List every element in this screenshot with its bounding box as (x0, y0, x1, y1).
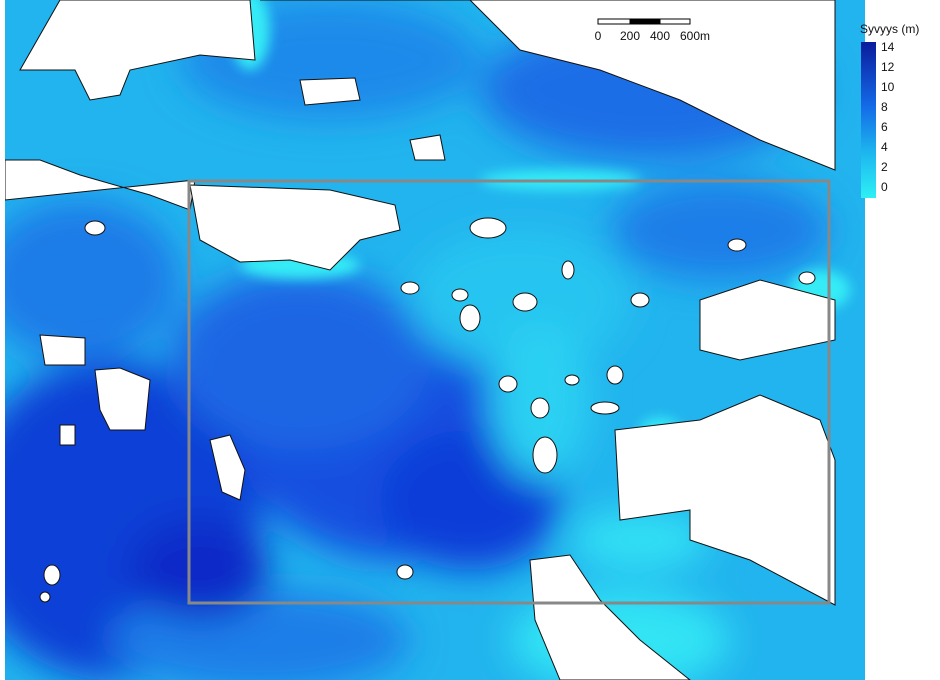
legend-tick-label: 4 (881, 140, 888, 154)
legend-tick-label: 10 (881, 80, 895, 94)
scale-label: 400 (650, 29, 670, 43)
scale-label: 200 (620, 29, 640, 43)
legend-tick-label: 8 (881, 100, 888, 114)
legend-title: Syvyys (m) (860, 22, 919, 36)
scale-bar: 0 200 400 600m (595, 18, 710, 43)
depth-raster (5, 0, 865, 680)
color-bar (861, 42, 876, 198)
legend: Syvyys (m) 14 12 10 8 6 4 2 0 (860, 22, 919, 198)
scale-label: 600m (680, 29, 710, 43)
legend-tick-label: 0 (881, 180, 888, 194)
scale-label: 0 (595, 29, 602, 43)
legend-tick-label: 6 (881, 120, 888, 134)
focus-area (187, 179, 831, 605)
legend-tick-label: 2 (881, 160, 888, 174)
legend-tick-label: 12 (881, 60, 895, 74)
legend-tick-label: 14 (881, 40, 895, 54)
